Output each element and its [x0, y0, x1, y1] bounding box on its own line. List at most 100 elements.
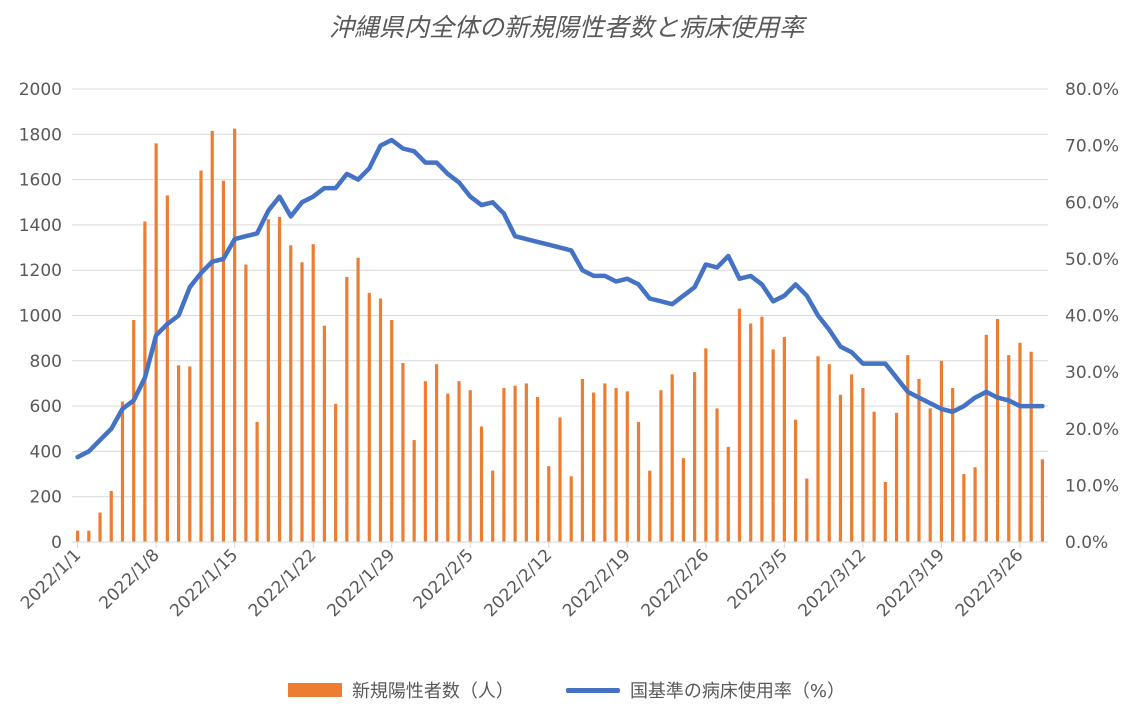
bar [614, 387, 618, 542]
bar [390, 320, 394, 542]
line-series-path [75, 137, 1045, 460]
bar [659, 390, 663, 542]
bar-series [76, 128, 1044, 543]
left-y-tick-label: 200 [30, 488, 62, 508]
left-y-tick-label: 0 [51, 533, 62, 553]
bar [1018, 342, 1022, 542]
bar [289, 245, 293, 542]
bar [939, 360, 944, 542]
chart-title: 沖縄県内全体の新規陽性者数と病床使用率 [328, 13, 804, 42]
right-y-tick-label: 30.0% [1065, 363, 1119, 383]
line-series [75, 137, 1045, 460]
bar [98, 512, 102, 542]
bar [412, 440, 416, 542]
bar [502, 387, 506, 542]
bar [266, 219, 270, 543]
x-tick-label: 2022/1/22 [245, 545, 321, 621]
bar [636, 421, 641, 542]
bar [513, 385, 517, 542]
bar [558, 417, 562, 542]
right-y-tick-label: 40.0% [1065, 307, 1119, 327]
right-y-tick-label: 60.0% [1065, 193, 1119, 213]
bar [468, 390, 472, 542]
bar [334, 403, 338, 542]
left-y-tick-label: 800 [30, 352, 62, 372]
x-tick-label: 2022/3/26 [952, 545, 1028, 621]
bar [1029, 351, 1033, 542]
bar [838, 394, 843, 542]
x-tick-label: 2022/2/12 [481, 545, 557, 621]
bar [749, 323, 753, 542]
x-tick-label: 2022/1/15 [166, 545, 242, 621]
bar [1007, 355, 1011, 542]
legend-item-bars: 新規陽性者数（人） [287, 677, 514, 703]
bar [378, 298, 383, 542]
bar [693, 372, 697, 542]
bar [176, 365, 181, 542]
bar [457, 381, 461, 542]
x-tick-label: 2022/1/29 [323, 545, 399, 621]
left-y-tick-label: 600 [30, 397, 62, 417]
bar [681, 458, 686, 542]
left-y-tick-label: 1200 [19, 261, 62, 281]
left-y-tick-label: 1400 [19, 216, 62, 236]
bar [345, 276, 349, 542]
bar [221, 180, 226, 543]
left-y-tick-label: 1000 [19, 307, 62, 327]
x-tick-label: 2022/2/26 [638, 545, 714, 621]
bar [760, 316, 764, 542]
bar [928, 408, 932, 542]
bar [479, 426, 484, 542]
bar [883, 481, 887, 542]
bar [199, 170, 203, 543]
bar [737, 308, 742, 542]
bar [76, 530, 80, 542]
left-y-tick-label: 2000 [19, 80, 62, 100]
right-y-tick-label: 50.0% [1065, 250, 1119, 270]
right-y-tick-label: 80.0% [1065, 80, 1119, 100]
bar [603, 383, 607, 542]
x-tick-label: 2022/1/1 [17, 545, 85, 613]
bar [793, 419, 798, 542]
x-axis: 2022/1/1 2022/1/8 2022/1/15 2022/1/22 2022/1… [17, 541, 1048, 621]
bar [648, 470, 652, 542]
bar [580, 378, 585, 542]
bar [906, 355, 910, 542]
bar [322, 325, 327, 542]
right-y-tick-label: 70.0% [1065, 137, 1119, 157]
bar [210, 130, 214, 542]
legend-item-line: 国基準の病床使用率（%） [565, 677, 845, 703]
legend: 新規陽性者数（人） 国基準の病床使用率（%） [0, 677, 1133, 703]
bar [995, 318, 1000, 542]
bar [861, 387, 865, 542]
bar [951, 387, 955, 542]
bar [524, 383, 528, 542]
bar [715, 408, 719, 542]
bar [670, 374, 674, 542]
bar [872, 411, 876, 542]
bar [704, 348, 708, 542]
bar [300, 262, 304, 542]
x-tick-label: 2022/3/5 [724, 545, 792, 613]
right-y-axis: 0.0% 10.0% 20.0% 30.0% 40.0% 50.0% 60.0% 70.0% 8… [1065, 80, 1119, 553]
x-tick-label: 2022/1/8 [96, 545, 164, 613]
legend-swatch-line [565, 687, 620, 693]
bar [827, 364, 831, 542]
bar [311, 244, 315, 542]
bar [782, 337, 786, 542]
bar [962, 474, 966, 542]
bar [592, 392, 596, 542]
left-y-tick-label: 1600 [19, 171, 62, 191]
bar [233, 128, 237, 542]
bar [188, 366, 192, 542]
bar [401, 363, 405, 542]
bar [726, 446, 730, 542]
bar [434, 364, 439, 542]
bar [850, 374, 854, 542]
x-tick-label: 2022/3/12 [795, 545, 871, 621]
right-y-tick-label: 20.0% [1065, 420, 1119, 440]
bar [535, 397, 540, 542]
bar [1040, 459, 1044, 542]
bar [277, 216, 282, 542]
legend-swatch-bars [287, 683, 342, 697]
